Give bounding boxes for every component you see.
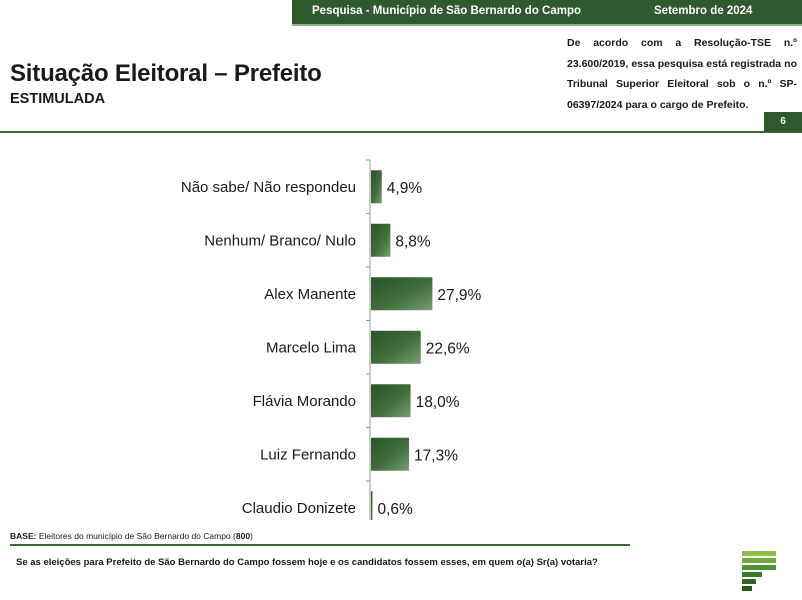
survey-date: Setembro de 2024 bbox=[654, 5, 753, 17]
bar-chart: Não sabe/ Não respondeu 4,9% Nenhum/ Branc… bbox=[181, 159, 482, 520]
bar bbox=[371, 330, 421, 364]
category-label: Claudio Donizete bbox=[242, 500, 356, 517]
value-label: 22,6% bbox=[426, 340, 470, 357]
header-underline bbox=[292, 24, 802, 26]
survey-name: Pesquisa - Município de São Bernardo do … bbox=[312, 5, 582, 17]
category-label: Luiz Fernando bbox=[260, 446, 356, 463]
value-label: 8,8% bbox=[395, 233, 431, 250]
base-count: 800 bbox=[235, 531, 251, 541]
header-bar: Pesquisa - Município de São Bernardo do … bbox=[292, 0, 802, 24]
bar bbox=[371, 223, 391, 257]
page-title: Situação Eleitoral – Prefeito bbox=[10, 60, 322, 87]
page-number: 6 bbox=[764, 112, 802, 132]
bar bbox=[371, 170, 382, 204]
base-label: BASE: bbox=[10, 531, 37, 541]
value-label: 18,0% bbox=[416, 394, 460, 411]
footer-divider bbox=[10, 544, 630, 546]
striped-p-logo-icon bbox=[742, 551, 776, 591]
category-label: Nenhum/ Branco/ Nulo bbox=[204, 232, 356, 249]
category-label: Marcelo Lima bbox=[266, 339, 357, 356]
bar bbox=[371, 437, 410, 471]
value-label: 0,6% bbox=[378, 501, 414, 518]
page-subtitle: ESTIMULADA bbox=[10, 91, 106, 107]
registration-note: De acordo com a Resolução-TSE n.º 23.600… bbox=[567, 37, 797, 111]
survey-question: Se as eleições para Prefeito de São Bern… bbox=[16, 557, 598, 568]
value-label: 27,9% bbox=[437, 287, 481, 304]
base-note: BASE: Eleitores do município de São Bern… bbox=[10, 531, 253, 541]
category-label: Flávia Morando bbox=[253, 393, 356, 410]
bar bbox=[371, 277, 433, 311]
base-text: Eleitores do município de São Bernardo d… bbox=[38, 531, 231, 541]
value-label: 17,3% bbox=[414, 447, 458, 464]
bar bbox=[371, 384, 411, 418]
category-label: Alex Manente bbox=[264, 286, 356, 303]
category-label: Não sabe/ Não respondeu bbox=[181, 179, 356, 196]
bar bbox=[371, 491, 373, 520]
title-divider bbox=[0, 131, 802, 133]
value-label: 4,9% bbox=[387, 180, 423, 197]
